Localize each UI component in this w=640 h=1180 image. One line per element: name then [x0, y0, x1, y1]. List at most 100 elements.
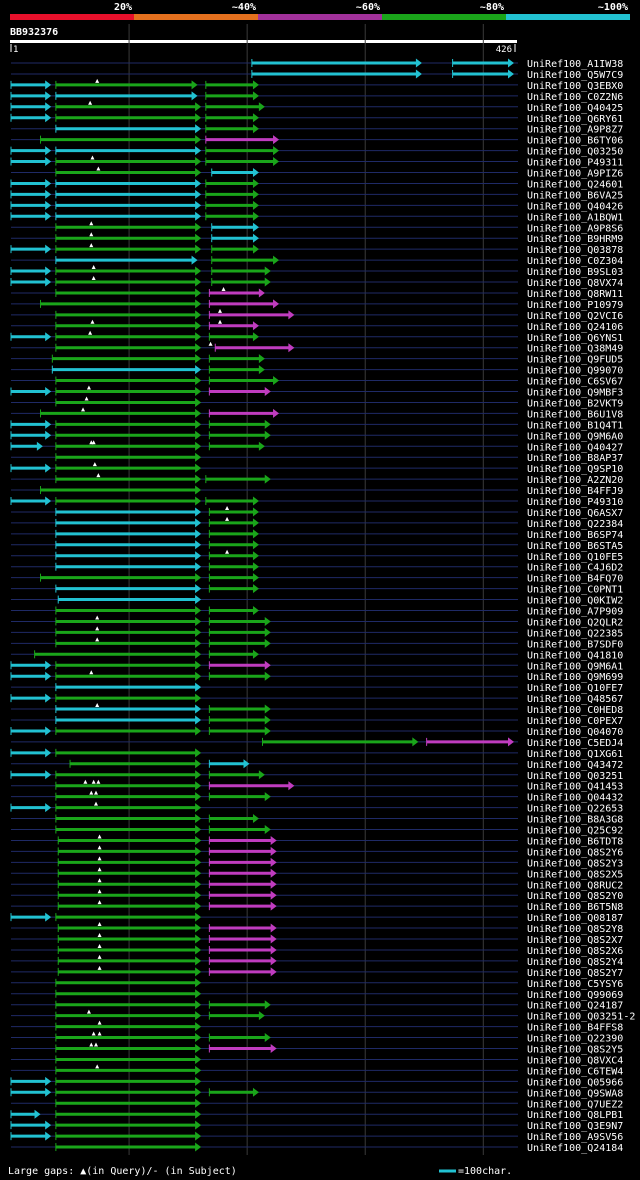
hit-label[interactable]: UniRef100_Q8S2Y5	[527, 1045, 623, 1056]
hit-row[interactable]: UniRef100_B6STA5	[11, 540, 623, 552]
hit-row[interactable]: UniRef100_Q10FE7	[11, 682, 623, 695]
hit-label[interactable]: UniRef100_B6TY06	[527, 136, 623, 147]
hit-row[interactable]: UniRef100_C0Z2N6	[10, 91, 623, 103]
hit-row[interactable]: UniRef100_Q8VX74	[10, 276, 623, 289]
hit-label[interactable]: UniRef100_Q8S2Y0	[527, 891, 623, 902]
hit-label[interactable]: UniRef100_P10979	[527, 300, 623, 311]
hit-label[interactable]: UniRef100_Q9FUD5	[527, 355, 623, 366]
hit-row[interactable]: UniRef100_Q8S2X5	[11, 867, 623, 880]
hit-label[interactable]: UniRef100_Q8S2Y8	[527, 924, 623, 935]
hit-row[interactable]: UniRef100_Q10FE5	[11, 549, 623, 563]
hit-row[interactable]: UniRef100_Q03251	[10, 770, 623, 782]
hit-label[interactable]: UniRef100_Q04070	[527, 727, 623, 738]
hit-label[interactable]: UniRef100_Q8RW11	[527, 289, 623, 300]
hit-row[interactable]: UniRef100_B7SDF0	[11, 637, 623, 650]
hit-label[interactable]: UniRef100_C0Z304	[527, 256, 623, 267]
hit-row[interactable]: UniRef100_Q22384	[11, 516, 623, 530]
hit-label[interactable]: UniRef100_Q24187	[527, 1001, 623, 1012]
hit-row[interactable]: UniRef100_A9PIZ6	[11, 166, 623, 180]
hit-label[interactable]: UniRef100_Q0KIW2	[527, 596, 623, 607]
hit-label[interactable]: UniRef100_Q38M49	[527, 344, 623, 355]
hit-label[interactable]: UniRef100_Q24601	[527, 179, 623, 190]
hit-label[interactable]: UniRef100_P49311	[527, 158, 623, 169]
hit-label[interactable]: UniRef100_B7SDF0	[527, 639, 623, 650]
hit-row[interactable]: UniRef100_Q38M49	[11, 341, 623, 355]
hit-label[interactable]: UniRef100_Q8S2X5	[527, 869, 623, 880]
hit-row[interactable]: UniRef100_Q2QLR2	[11, 615, 623, 628]
hit-label[interactable]: UniRef100_Q2QLR2	[527, 617, 623, 628]
hit-label[interactable]: UniRef100_Q24106	[527, 322, 623, 333]
hit-label[interactable]: UniRef100_Q99069	[527, 990, 623, 1001]
hit-label[interactable]: UniRef100_Q03878	[527, 245, 623, 256]
hit-label[interactable]: UniRef100_Q43472	[527, 760, 623, 771]
hit-label[interactable]: UniRef100_A9PIZ6	[527, 169, 623, 180]
hit-row[interactable]: UniRef100_B8AP37	[11, 452, 623, 465]
hit-label[interactable]: UniRef100_A1IW38	[527, 59, 623, 70]
hit-row[interactable]: UniRef100_B6T5N8	[11, 900, 623, 913]
hit-label[interactable]: UniRef100_Q22384	[527, 519, 623, 530]
hit-label[interactable]: UniRef100_Q05966	[527, 1077, 623, 1088]
hit-label[interactable]: UniRef100_Q9M699	[527, 672, 623, 683]
hit-row[interactable]: UniRef100_Q40426	[10, 200, 623, 213]
hit-label[interactable]: UniRef100_C4J6D2	[527, 563, 623, 574]
hit-row[interactable]: UniRef100_Q03878	[10, 243, 623, 256]
hit-label[interactable]: UniRef100_B8AP37	[527, 453, 623, 464]
hit-row[interactable]: UniRef100_A9P8S6	[11, 221, 623, 234]
hit-row[interactable]: UniRef100_Q8S2X7	[11, 933, 623, 946]
hit-row[interactable]: UniRef100_Q25C92	[11, 825, 623, 837]
hit-row[interactable]: UniRef100_B6U1V8	[11, 407, 623, 420]
hit-row[interactable]: UniRef100_Q40427	[10, 440, 623, 453]
hit-row[interactable]: UniRef100_Q22653	[10, 801, 623, 815]
hit-row[interactable]: UniRef100_Q8S2Y3	[11, 856, 623, 869]
hit-label[interactable]: UniRef100_Q40426	[527, 201, 623, 212]
hit-label[interactable]: UniRef100_Q9SP10	[527, 464, 623, 475]
hit-label[interactable]: UniRef100_Q7UEZ2	[527, 1099, 623, 1110]
hit-label[interactable]: UniRef100_Q8S2X7	[527, 935, 623, 946]
hit-row[interactable]: UniRef100_Q08187	[10, 912, 623, 925]
hit-row[interactable]: UniRef100_B8A3G8	[11, 814, 623, 826]
hit-label[interactable]: UniRef100_Q1XG61	[527, 749, 623, 760]
hit-row[interactable]: UniRef100_Q9M6A1	[10, 660, 623, 673]
hit-label[interactable]: UniRef100_P49310	[527, 497, 623, 508]
hit-row[interactable]: UniRef100_B9SL03	[10, 265, 623, 278]
hit-row[interactable]: UniRef100_B6TDT8	[11, 834, 623, 847]
hit-row[interactable]: UniRef100_C6TEW4	[11, 1064, 623, 1077]
hit-row[interactable]: UniRef100_Q22385	[11, 626, 623, 639]
hit-label[interactable]: UniRef100_Q3E9N7	[527, 1121, 623, 1132]
hit-row[interactable]: UniRef100_Q9FUD5	[11, 354, 623, 366]
hit-label[interactable]: UniRef100_Q24184	[527, 1143, 623, 1154]
hit-label[interactable]: UniRef100_B6VA25	[527, 190, 623, 201]
hit-label[interactable]: UniRef100_Q25C92	[527, 826, 623, 837]
hit-row[interactable]: UniRef100_C0HED8	[11, 703, 623, 716]
hit-row[interactable]: UniRef100_Q24184	[11, 1142, 623, 1155]
hit-row[interactable]: UniRef100_Q3EBX0	[10, 78, 623, 92]
hit-row[interactable]: UniRef100_Q8RUC2	[11, 878, 623, 891]
hit-label[interactable]: UniRef100_Q9M6A1	[527, 661, 623, 672]
hit-label[interactable]: UniRef100_C0PNT1	[527, 585, 623, 596]
hit-row[interactable]: UniRef100_B4FFJ9	[11, 485, 623, 498]
hit-row[interactable]: UniRef100_Q2VCI6	[11, 308, 623, 322]
hit-label[interactable]: UniRef100_A9SV56	[527, 1132, 623, 1143]
hit-label[interactable]: UniRef100_C5EDJ4	[527, 738, 623, 749]
hit-label[interactable]: UniRef100_Q8S2Y4	[527, 957, 623, 968]
hit-row[interactable]: UniRef100_Q03250	[10, 146, 623, 158]
hit-label[interactable]: UniRef100_B4FQ70	[527, 574, 623, 585]
hit-row[interactable]: UniRef100_B1Q4T1	[10, 419, 623, 432]
hit-row[interactable]: UniRef100_Q24601	[10, 178, 623, 191]
hit-label[interactable]: UniRef100_Q8VXC4	[527, 1055, 623, 1066]
hit-row[interactable]: UniRef100_Q3E9N7	[10, 1120, 623, 1133]
hit-row[interactable]: UniRef100_Q24106	[11, 319, 623, 333]
hit-row[interactable]: UniRef100_A1IW38	[11, 58, 623, 71]
hit-row[interactable]: UniRef100_Q40425	[10, 100, 623, 114]
hit-row[interactable]: UniRef100_Q6YNS1	[10, 330, 623, 344]
hit-label[interactable]: UniRef100_C0PEX7	[527, 716, 623, 727]
hit-label[interactable]: UniRef100_Q3EBX0	[527, 81, 623, 92]
hit-row[interactable]: UniRef100_Q41810	[11, 649, 623, 662]
hit-label[interactable]: UniRef100_Q8RUC2	[527, 880, 623, 891]
hit-label[interactable]: UniRef100_Q8LPB1	[527, 1110, 623, 1121]
hit-row[interactable]: UniRef100_C0PNT1	[11, 584, 623, 596]
hit-label[interactable]: UniRef100_B9SL03	[527, 267, 623, 278]
hit-label[interactable]: UniRef100_Q41810	[527, 650, 623, 661]
hit-row[interactable]: UniRef100_Q1XG61	[10, 748, 623, 760]
hit-row[interactable]: UniRef100_A9P8Z7	[11, 124, 623, 136]
